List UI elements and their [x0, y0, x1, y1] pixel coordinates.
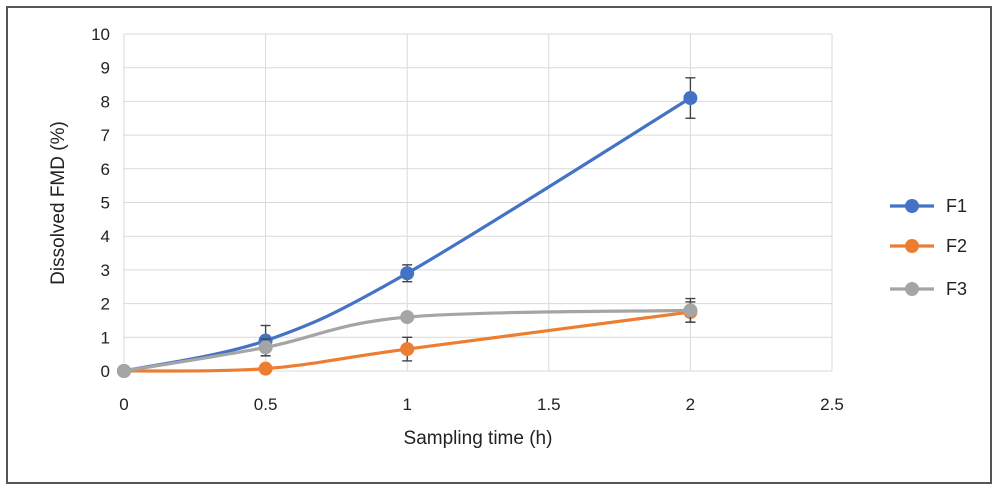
- legend-label: F3: [946, 279, 967, 299]
- x-axis-title: Sampling time (h): [404, 428, 553, 449]
- y-tick-label: 9: [101, 59, 110, 78]
- x-tick-label: 1.5: [537, 395, 561, 414]
- y-tick-label: 7: [101, 126, 110, 145]
- y-tick-label: 2: [101, 295, 110, 314]
- axes: 0 1 2 3 4 5 6 7 8 9 10 0 0.5 1 1.5 2 2.5: [91, 25, 844, 414]
- data-point: [117, 364, 131, 378]
- y-tick-label: 4: [101, 227, 110, 246]
- x-tick-label: 1: [402, 395, 411, 414]
- series-layer: [117, 77, 698, 378]
- series-f3: [117, 297, 698, 378]
- data-point: [400, 342, 415, 357]
- y-tick-label: 6: [101, 160, 110, 179]
- y-tick-label: 10: [91, 25, 110, 44]
- data-point: [258, 361, 273, 376]
- x-tick-label: 2: [686, 395, 695, 414]
- legend-swatch-marker: [905, 239, 919, 253]
- series-line: [122, 310, 692, 373]
- y-tick-label: 3: [101, 261, 110, 280]
- y-tick-label: 0: [101, 362, 110, 381]
- legend-swatch-marker: [905, 282, 919, 296]
- legend-item-f3: F3: [890, 279, 967, 299]
- legend-item-f1: F1: [890, 196, 967, 216]
- series-line: [122, 308, 692, 373]
- legend-label: F1: [946, 196, 967, 216]
- x-tick-label: 0.5: [254, 395, 278, 414]
- data-point: [683, 303, 698, 318]
- x-tick-label: 0: [119, 395, 128, 414]
- y-tick-label: 8: [101, 92, 110, 111]
- legend-label: F2: [946, 236, 967, 256]
- legend-item-f2: F2: [890, 236, 967, 256]
- x-tick-label: 2.5: [820, 395, 844, 414]
- legend-swatch-marker: [905, 199, 919, 213]
- data-point: [400, 266, 415, 281]
- y-tick-label: 1: [101, 328, 110, 347]
- gridlines: [123, 33, 833, 372]
- legend: F1 F2 F3: [890, 196, 967, 299]
- y-tick-label: 5: [101, 194, 110, 213]
- data-point: [258, 340, 273, 355]
- data-point: [400, 310, 415, 325]
- chart-frame: [6, 6, 992, 484]
- y-axis-title: Dissolved FMD (%): [48, 121, 69, 285]
- data-point: [683, 91, 698, 106]
